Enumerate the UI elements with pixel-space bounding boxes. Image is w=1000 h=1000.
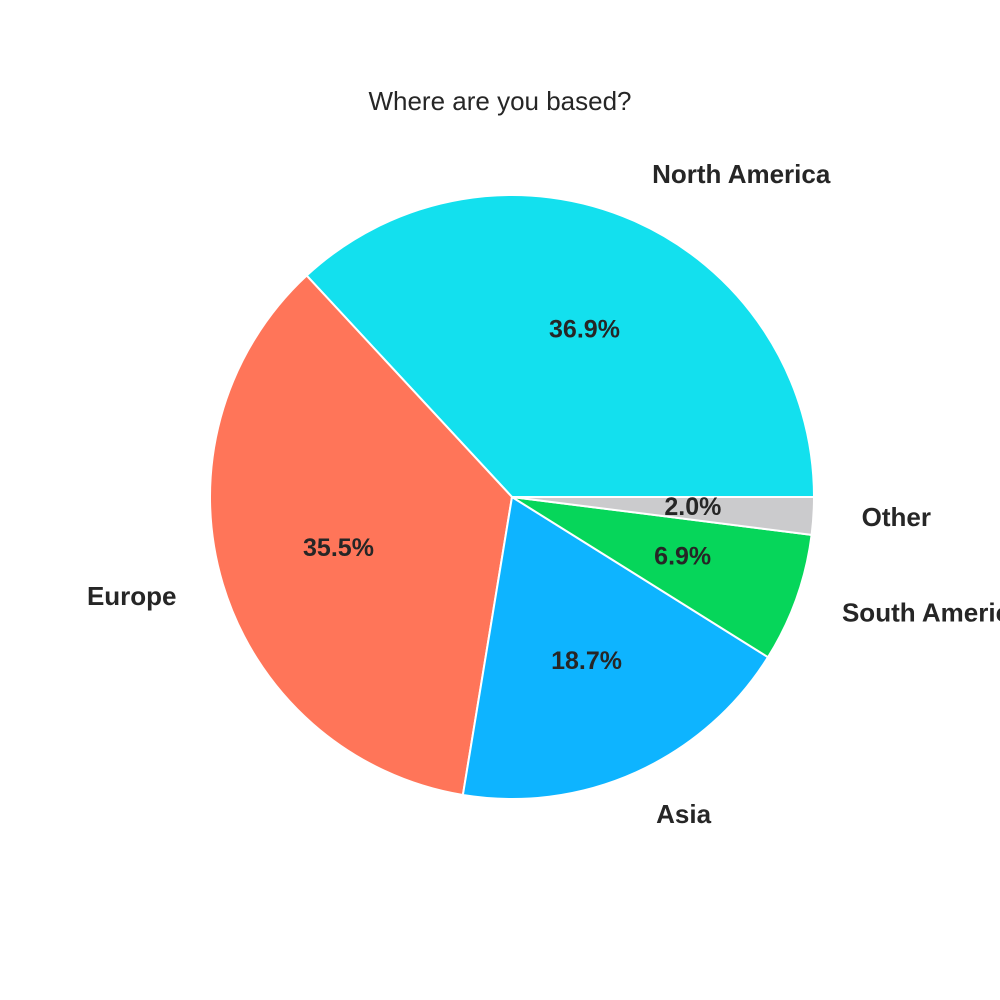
pie-slice-other: [511, 496, 815, 536]
slice-percent-south-america: 6.9%: [654, 542, 711, 570]
slice-percent-other: 2.0%: [664, 493, 721, 521]
slice-percent-asia: 18.7%: [551, 647, 622, 675]
pie-slice-europe: [209, 274, 513, 796]
slice-percent-north-america: 36.9%: [549, 316, 620, 344]
slice-label-south-america: South America: [842, 598, 1000, 628]
pie-slice-south-america: [511, 496, 813, 659]
slice-label-asia: Asia: [656, 799, 711, 829]
slice-label-europe: Europe: [87, 581, 177, 611]
pie-slice-north-america: [305, 194, 815, 498]
pie-slice-asia: [461, 496, 769, 800]
slice-percent-europe: 35.5%: [303, 534, 374, 562]
slice-label-north-america: North America: [652, 159, 831, 189]
slice-label-other: Other: [862, 502, 931, 532]
chart-title: Where are you based?: [368, 86, 632, 116]
